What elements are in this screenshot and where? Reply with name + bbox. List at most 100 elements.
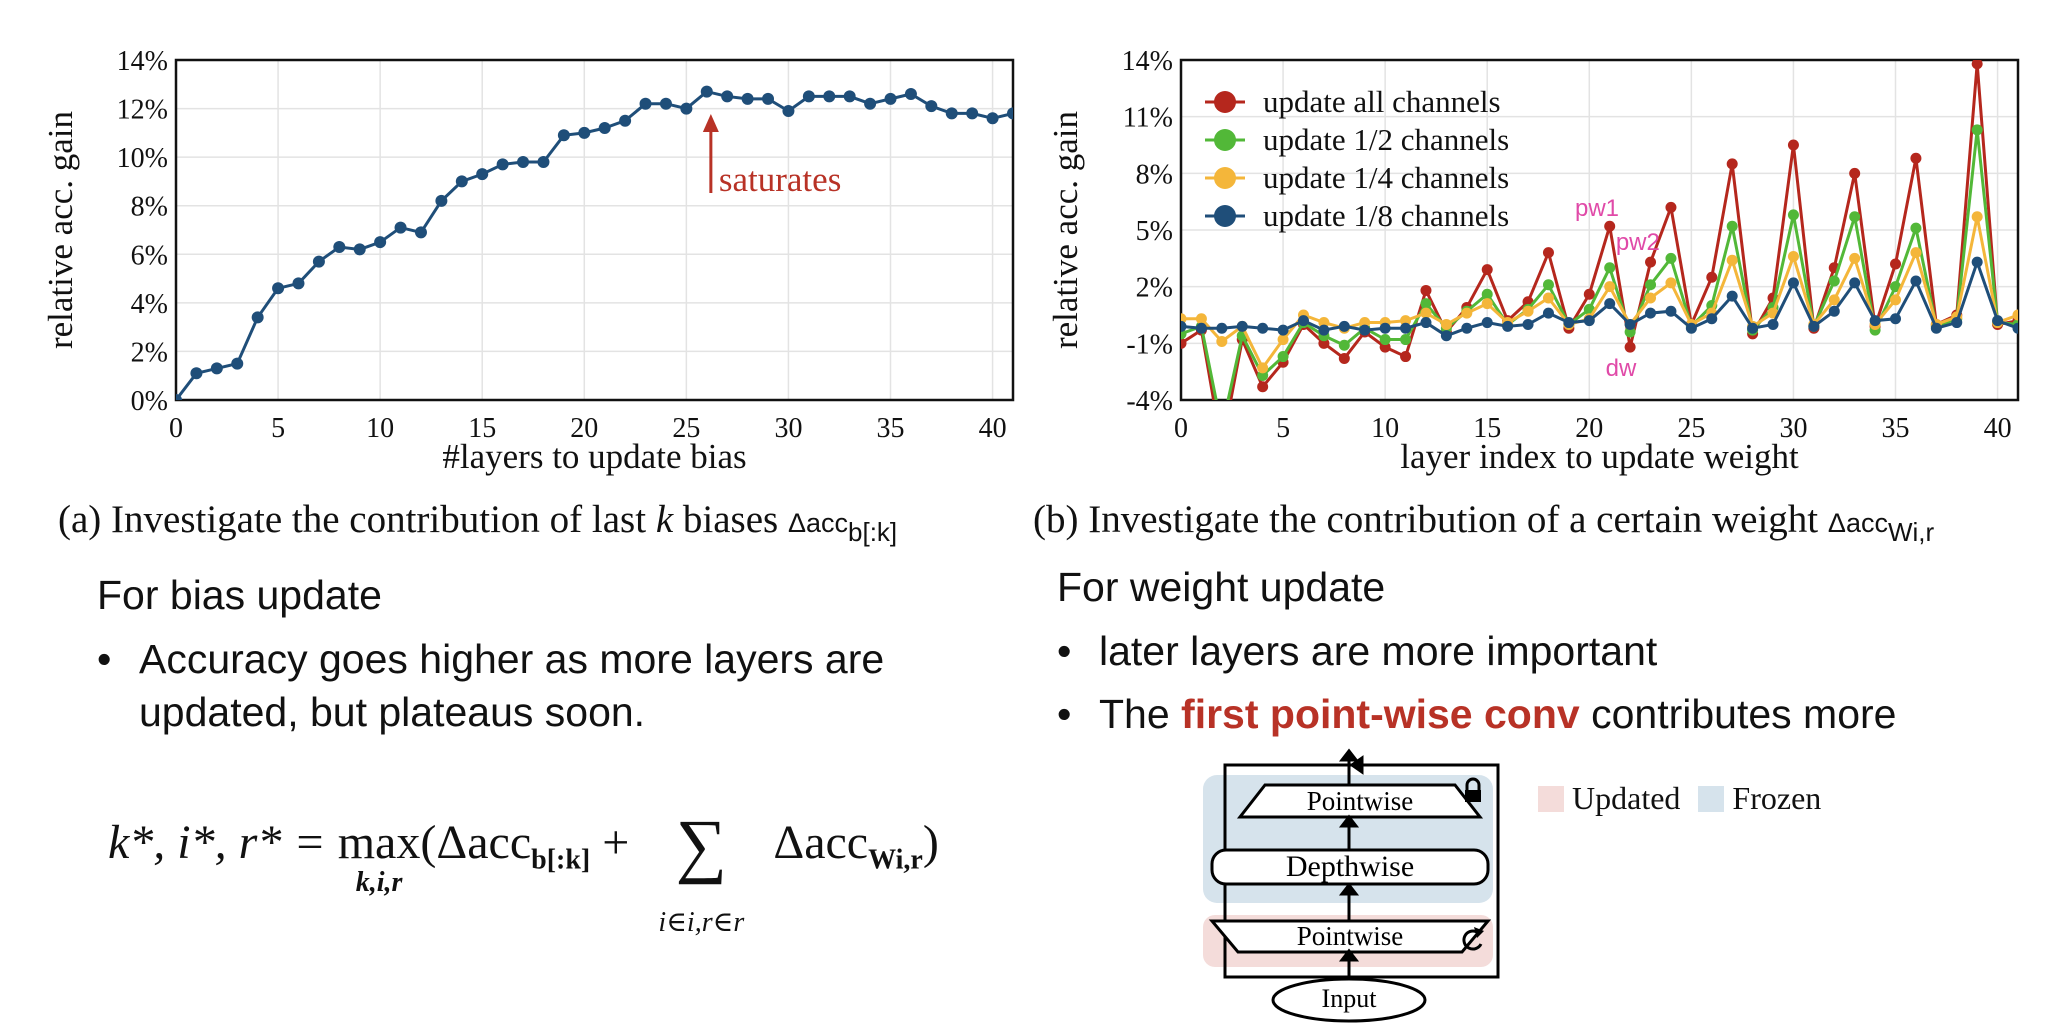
data-point: [823, 90, 836, 103]
data-point: [1318, 324, 1330, 336]
legend-frozen: Frozen: [1732, 780, 1822, 816]
y-tick-label: 12%: [117, 95, 168, 126]
x-tick-label: 5: [1276, 413, 1290, 444]
x-tick-label: 30: [774, 413, 802, 444]
data-point: [1195, 313, 1207, 325]
data-point: [1338, 320, 1350, 332]
data-point: [496, 158, 509, 171]
data-point: [1440, 318, 1452, 330]
data-point: [1481, 317, 1493, 329]
formula-sum: ∑ i∈i,r∈r: [641, 809, 761, 938]
legend-entry: update 1/8 channels: [1263, 198, 1509, 233]
data-point: [1400, 315, 1412, 327]
x-tick-label: 15: [1473, 413, 1501, 444]
x-tick-label: 5: [271, 413, 285, 444]
caption-b-text: (b) Investigate the contribution of a ce…: [1033, 498, 1828, 541]
data-point: [455, 175, 468, 188]
x-tick-label: 40: [979, 413, 1007, 444]
weight-bullet-2-post: contributes more: [1579, 691, 1897, 738]
formula-close: ): [922, 816, 939, 869]
data-point: [2012, 309, 2018, 321]
data-point: [1216, 335, 1228, 347]
weight-section: For weight update • later layers are mor…: [1057, 564, 2057, 742]
y-tick-label: 2%: [131, 337, 168, 368]
plot-frame: [174, 58, 1015, 402]
bias-chart: 0% 2% 4% 6% 8% 10% 12% 14% 0 5 10 15 20 25 30 35 40 #laye…: [41, 46, 1015, 476]
data-point: [1400, 351, 1412, 363]
data-point: [537, 156, 550, 168]
caption-a-k: k: [655, 498, 674, 541]
formula-sum-sub: i∈i,r∈r: [658, 907, 745, 938]
data-point: [1522, 318, 1534, 330]
y-tick-label: 4%: [131, 289, 168, 320]
bias-bullet-1: • Accuracy goes higher as more layers ar…: [97, 633, 977, 740]
data-point: [176, 394, 182, 400]
data-point: [1522, 305, 1534, 317]
data-point: [1665, 252, 1677, 264]
data-point: [1645, 307, 1657, 319]
data-point: [1502, 320, 1514, 332]
data-point: [1542, 292, 1554, 304]
data-point: [721, 90, 734, 103]
data-point: [741, 92, 754, 105]
data-point: [1624, 318, 1636, 330]
data-point: [1910, 275, 1922, 287]
formula-max-label: max: [337, 816, 421, 869]
data-point: [312, 255, 325, 268]
data-point: [2012, 322, 2018, 334]
data-point: [1181, 337, 1187, 349]
caption-a-delta: Δacc: [787, 508, 849, 538]
data-point: [1828, 305, 1840, 317]
bias-section: For bias update • Accuracy goes higher a…: [97, 572, 977, 740]
bullet-dot: •: [97, 636, 112, 682]
data-point: [517, 156, 530, 168]
x-tick-label: 10: [1371, 413, 1399, 444]
legend-entry: update 1/4 channels: [1263, 160, 1509, 195]
data-point: [1787, 250, 1799, 262]
caption-a-sub: b[:k]: [848, 516, 898, 547]
formula-plus: +: [590, 816, 642, 869]
data-point: [1542, 279, 1554, 291]
caption-a-mid: biases: [673, 498, 788, 541]
data-point: [700, 85, 713, 98]
x-axis-label: layer index to update weight: [1400, 437, 1799, 476]
data-point: [414, 226, 427, 239]
data-point: [1583, 288, 1595, 300]
data-point: [1787, 209, 1799, 221]
pointwise-bottom-label: Pointwise: [1296, 921, 1404, 951]
data-point: [1930, 322, 1942, 334]
data-point: [1440, 330, 1452, 342]
legend-entry: update 1/2 channels: [1263, 122, 1509, 157]
data-point: [1726, 158, 1738, 170]
data-point: [1216, 442, 1227, 453]
data-point: [1481, 288, 1493, 300]
legend-updated: Updated: [1572, 780, 1681, 816]
data-point: [1890, 294, 1902, 306]
weight-bullet-1: • later layers are more important: [1057, 625, 2057, 678]
saturates-arrowhead: [702, 114, 719, 132]
data-point: [904, 88, 917, 100]
data-point: [1849, 211, 1861, 223]
data-point: [333, 241, 346, 253]
x-tick-label: 35: [877, 413, 905, 444]
data-point: [1971, 256, 1983, 268]
data-point: [1297, 315, 1309, 327]
x-tick-label: 30: [1779, 413, 1807, 444]
caption-b-sub: Wi,r: [1887, 516, 1935, 547]
data-point: [394, 221, 407, 234]
data-point: [1971, 211, 1983, 223]
formula-sum-symbol: ∑: [675, 805, 727, 885]
y-tick-label: 10%: [117, 143, 168, 174]
data-point: [1869, 315, 1881, 327]
x-tick-label: 40: [1984, 413, 2012, 444]
data-point: [1849, 167, 1861, 179]
data-point: [1890, 258, 1902, 270]
data-point: [619, 114, 632, 127]
data-point: [1277, 334, 1289, 346]
data-point: [231, 357, 244, 370]
data-point: [1787, 139, 1799, 151]
data-point: [1951, 317, 1963, 329]
data-point: [1318, 317, 1330, 329]
caption-a-text: (a) Investigate the contribution of last: [58, 498, 656, 541]
data-point: [1849, 277, 1861, 289]
